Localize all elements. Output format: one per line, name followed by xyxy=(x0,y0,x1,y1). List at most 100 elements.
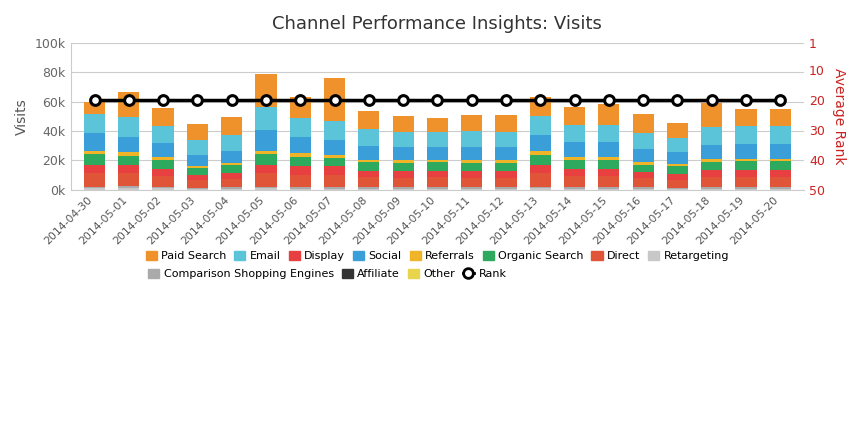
Bar xyxy=(666,124,688,138)
Bar xyxy=(770,187,791,189)
Bar xyxy=(427,147,448,159)
Bar xyxy=(735,161,757,170)
Line: Rank: Rank xyxy=(90,95,785,105)
Bar xyxy=(770,109,791,126)
Bar xyxy=(495,189,517,190)
Bar xyxy=(393,171,414,178)
Rank xyxy=(501,97,511,102)
Bar xyxy=(289,97,311,118)
Bar xyxy=(152,108,174,125)
Bar xyxy=(152,187,174,188)
Bar xyxy=(770,177,791,187)
Bar xyxy=(256,151,276,155)
Bar xyxy=(666,188,688,189)
Bar xyxy=(324,140,345,155)
Bar xyxy=(221,117,242,135)
Bar xyxy=(324,189,345,190)
Bar xyxy=(770,161,791,170)
Bar xyxy=(770,144,791,159)
Bar xyxy=(221,179,242,187)
Bar xyxy=(598,169,620,176)
Bar xyxy=(427,171,448,177)
Bar xyxy=(633,165,653,172)
Bar xyxy=(701,187,722,189)
Bar xyxy=(598,125,620,142)
Bar xyxy=(701,159,722,162)
Bar xyxy=(358,189,380,190)
Bar xyxy=(118,165,139,173)
Bar xyxy=(598,157,620,160)
Bar xyxy=(152,160,174,169)
Bar xyxy=(256,174,276,187)
Bar xyxy=(564,169,585,176)
Bar xyxy=(495,171,517,178)
Bar xyxy=(427,163,448,171)
Rank xyxy=(604,97,614,102)
Bar xyxy=(598,187,620,189)
Bar xyxy=(187,189,208,190)
Rank xyxy=(467,97,477,102)
Rank xyxy=(432,97,443,102)
Bar xyxy=(564,189,585,190)
Bar xyxy=(461,178,482,187)
Bar xyxy=(427,118,448,132)
Bar xyxy=(495,160,517,163)
Bar xyxy=(461,160,482,163)
Bar xyxy=(530,187,551,188)
Bar xyxy=(461,163,482,171)
Bar xyxy=(564,160,585,169)
Bar xyxy=(393,116,414,132)
Bar xyxy=(633,178,653,187)
Bar xyxy=(187,124,208,140)
Bar xyxy=(633,133,653,149)
Bar xyxy=(770,159,791,161)
Bar xyxy=(495,178,517,187)
Rank xyxy=(124,97,134,102)
Rank xyxy=(536,97,546,102)
Bar xyxy=(221,163,242,165)
Bar xyxy=(152,125,174,143)
Bar xyxy=(289,175,311,187)
Bar xyxy=(289,153,311,157)
Bar xyxy=(666,138,688,152)
Bar xyxy=(324,167,345,175)
Bar xyxy=(393,187,414,189)
Bar xyxy=(633,162,653,165)
Bar xyxy=(84,114,105,133)
Bar xyxy=(84,187,105,188)
Bar xyxy=(256,74,276,107)
Bar xyxy=(84,102,105,114)
Bar xyxy=(564,125,585,142)
Bar xyxy=(666,174,688,180)
Bar xyxy=(735,177,757,187)
Title: Channel Performance Insights: Visits: Channel Performance Insights: Visits xyxy=(272,15,603,33)
Rank xyxy=(569,97,579,102)
Bar xyxy=(358,159,380,163)
Rank xyxy=(672,97,683,102)
Rank xyxy=(295,97,306,102)
Bar xyxy=(666,189,688,190)
Bar xyxy=(735,170,757,177)
Bar xyxy=(187,168,208,175)
Bar xyxy=(427,187,448,189)
Rank xyxy=(192,97,202,102)
Bar xyxy=(530,188,551,190)
Bar xyxy=(118,117,139,137)
Bar xyxy=(289,189,311,190)
Bar xyxy=(358,171,380,177)
Bar xyxy=(393,147,414,160)
Bar xyxy=(118,173,139,187)
Bar xyxy=(324,78,345,121)
Bar xyxy=(770,189,791,190)
Bar xyxy=(530,116,551,135)
Bar xyxy=(256,188,276,190)
Bar xyxy=(735,144,757,159)
Bar xyxy=(118,155,139,165)
Bar xyxy=(118,187,139,188)
Bar xyxy=(256,130,276,151)
Bar xyxy=(666,164,688,167)
Bar xyxy=(358,177,380,187)
Rank xyxy=(740,97,751,102)
Bar xyxy=(735,159,757,161)
Bar xyxy=(84,188,105,190)
